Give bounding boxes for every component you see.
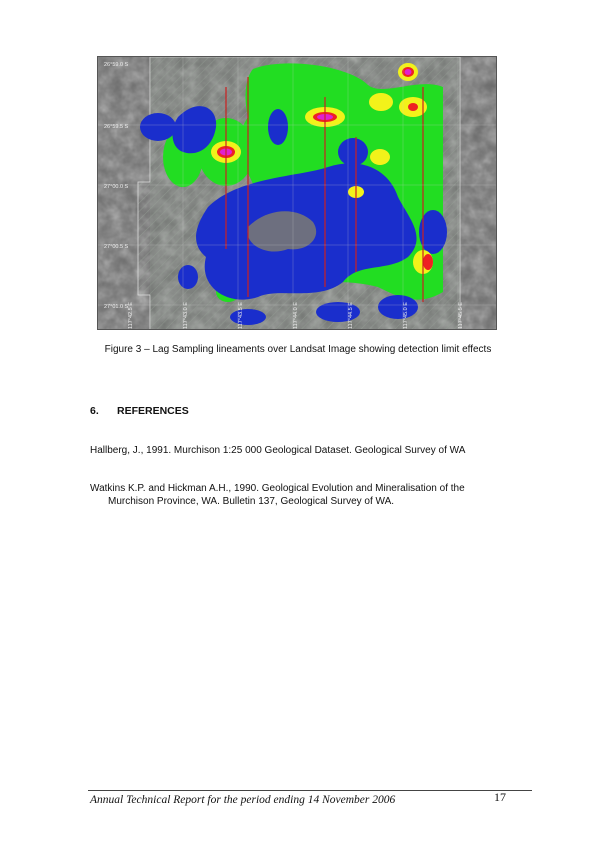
landsat-map: 26°59.0 S 26°59.5 S 27°00.0 S 27°00.5 S … (98, 57, 496, 329)
figure-caption: Figure 3 – Lag Sampling lineaments over … (104, 344, 492, 355)
longitude-labels: 117°42.5 E 117°43.0 E 117°43.5 E 117°44.… (128, 302, 464, 329)
lat-label: 27°01.0 S (104, 304, 129, 310)
footer-text: Annual Technical Report for the period e… (90, 794, 396, 806)
reference-item: Hallberg, J., 1991. Murchison 1:25 000 G… (90, 445, 466, 456)
section-number: 6. (90, 405, 99, 417)
section-heading: 6. REFERENCES (90, 405, 189, 417)
lon-label: 117°43.5 E (238, 302, 244, 329)
footer-divider (88, 790, 532, 791)
lon-label: 117°42.5 E (128, 302, 134, 329)
sampling-lineaments (225, 77, 424, 302)
lon-label: 117°45.0 E (403, 302, 409, 329)
lon-label: 117°44.5 E (348, 302, 354, 329)
low-value-gap (247, 211, 317, 252)
landsat-figure: 26°59.0 S 26°59.5 S 27°00.0 S 27°00.5 S … (97, 56, 497, 330)
page-number: 17 (494, 790, 506, 804)
lat-label: 26°59.0 S (104, 62, 129, 68)
lat-label: 27°00.0 S (104, 184, 129, 190)
lon-label: 117°44.0 E (293, 302, 299, 329)
anomaly-peak-zones (217, 67, 433, 270)
section-title: REFERENCES (117, 405, 189, 417)
lat-label: 27°00.5 S (104, 244, 129, 250)
reference-item: Watkins K.P. and Hickman A.H., 1990. Geo… (90, 483, 465, 507)
coordinate-grid (98, 57, 496, 329)
anomaly-yellow-zones (211, 63, 433, 274)
latitude-labels: 26°59.0 S 26°59.5 S 27°00.0 S 27°00.5 S … (104, 62, 129, 310)
lon-label: 117°43.0 E (183, 302, 189, 329)
lat-label: 26°59.5 S (104, 124, 129, 130)
lon-label: 117°45.5 E (458, 302, 464, 329)
